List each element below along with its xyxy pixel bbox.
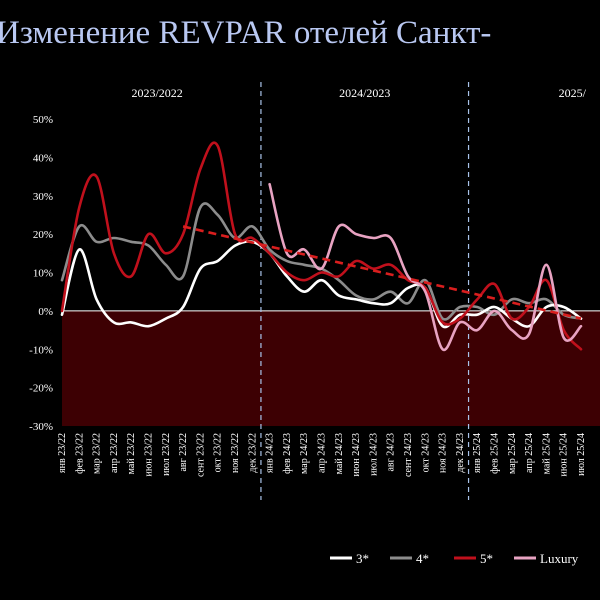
x-tick-label: мар 25/24 bbox=[507, 433, 518, 474]
y-tick-label: 20% bbox=[33, 229, 53, 241]
x-tick-label: июл 24/23 bbox=[368, 433, 379, 476]
x-tick-label: янв 23/22 bbox=[57, 433, 68, 473]
x-tick-label: окт 23/22 bbox=[213, 433, 224, 472]
x-tick-label: фев 23/22 bbox=[74, 433, 85, 474]
x-tick-label: май 25/24 bbox=[541, 433, 552, 474]
x-tick-label: мар 23/22 bbox=[92, 433, 103, 474]
period-label: 2025/ bbox=[559, 86, 587, 100]
x-tick-label: янв 25/24 bbox=[472, 433, 483, 473]
period-label: 2023/2022 bbox=[131, 86, 182, 100]
x-tick-label: апр 24/23 bbox=[317, 433, 328, 473]
y-tick-label: 0% bbox=[38, 306, 53, 318]
x-tick-label: ноя 23/22 bbox=[230, 433, 241, 473]
x-tick-label: янв 24/23 bbox=[265, 433, 276, 473]
y-tick-label: -20% bbox=[29, 383, 53, 395]
series-line-luxury bbox=[268, 182, 583, 352]
x-tick-label: сент 23/22 bbox=[195, 433, 206, 477]
x-tick-label: фев 24/23 bbox=[282, 433, 293, 474]
y-tick-label: -30% bbox=[29, 421, 53, 433]
x-tick-label: фев 25/24 bbox=[490, 433, 501, 474]
y-tick-label: 50% bbox=[33, 114, 53, 126]
period-label: 2024/2023 bbox=[339, 86, 390, 100]
x-tick-label: ноя 24/23 bbox=[438, 433, 449, 473]
x-tick-label: июн 23/22 bbox=[144, 433, 155, 476]
legend-label: 5* bbox=[480, 551, 493, 566]
y-tick-label: 40% bbox=[33, 152, 53, 164]
trend-line bbox=[182, 225, 582, 320]
x-tick-label: июн 24/23 bbox=[351, 433, 362, 476]
legend-label: Luxury bbox=[540, 551, 579, 566]
y-tick-label: -10% bbox=[29, 344, 53, 356]
y-tick-label: 10% bbox=[33, 268, 53, 280]
x-tick-label: дек 23/22 bbox=[247, 433, 258, 473]
y-tick-label: 30% bbox=[33, 191, 53, 203]
x-tick-label: окт 24/23 bbox=[420, 433, 431, 472]
x-tick-label: мар 24/23 bbox=[299, 433, 310, 474]
x-tick-label: май 23/22 bbox=[126, 433, 137, 474]
x-tick-label: июн 25/24 bbox=[559, 433, 570, 476]
x-tick-label: авг 24/23 bbox=[386, 433, 397, 472]
x-tick-label: апр 23/22 bbox=[109, 433, 120, 473]
series-line-3star bbox=[60, 240, 583, 329]
negative-zone-fill bbox=[62, 310, 600, 426]
x-tick-label: дек 24/23 bbox=[455, 433, 466, 473]
legend-label: 3* bbox=[356, 551, 369, 566]
x-tick-label: июл 25/24 bbox=[576, 433, 587, 476]
x-tick-label: сент 24/23 bbox=[403, 433, 414, 477]
x-tick-label: июл 23/22 bbox=[161, 433, 172, 476]
x-tick-label: апр 25/24 bbox=[524, 433, 535, 473]
chart-title: Изменение REVPAR отелей Санкт- bbox=[0, 15, 491, 51]
series-line-5star bbox=[60, 141, 583, 351]
x-tick-label: май 24/23 bbox=[334, 433, 345, 474]
x-tick-label: авг 23/22 bbox=[178, 433, 189, 472]
legend-label: 4* bbox=[416, 551, 429, 566]
